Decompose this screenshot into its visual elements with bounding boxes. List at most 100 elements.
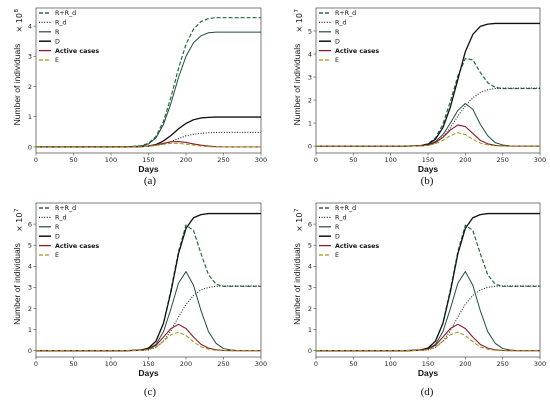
y-tick-label: 0 — [308, 142, 312, 150]
panel-caption: (b) — [421, 175, 434, 187]
legend-label-e: E — [335, 57, 339, 64]
x-axis-label: Days — [138, 164, 159, 174]
x-tick-label: 0 — [34, 360, 38, 368]
legend-label-d: D — [335, 233, 340, 240]
series-line-r — [316, 271, 540, 352]
series-line-r-r-d — [36, 17, 261, 148]
legend-label-r-d: R_d — [55, 20, 67, 27]
x-tick-label: 150 — [142, 360, 154, 368]
series-line-r — [316, 103, 540, 147]
x-tick-label: 300 — [255, 360, 267, 368]
y-tick-label: 2 — [28, 305, 32, 313]
x-tick-label: 100 — [105, 156, 117, 164]
chart-panel-3: 0 50 100 150 200 250 300 0 1 2 3 4 5 6 Days Number of i… — [292, 202, 546, 398]
series-line-active-cases — [36, 323, 261, 352]
series-line-e — [36, 142, 261, 148]
y-tick-label: 2 — [308, 96, 312, 104]
y-scale-exponent: 7 — [294, 208, 300, 212]
chart-panel-0: 0 50 100 150 200 250 300 0 1 2 3 4 Days Number of ind… — [12, 7, 267, 187]
plot-frame — [315, 7, 541, 154]
y-tick-label: 4 — [308, 263, 312, 271]
y-tick-label: 1 — [308, 119, 312, 127]
y-tick-label: 0 — [308, 347, 312, 355]
y-scale-factor: × 107 — [14, 208, 24, 232]
y-axis-label: Number of individuals — [12, 243, 22, 325]
y-scale-factor: × 107 — [294, 9, 304, 33]
y-tick-label: 2 — [28, 83, 32, 91]
x-tick-label: 50 — [349, 156, 357, 164]
plot-frame — [315, 202, 541, 358]
legend-label-r: R — [335, 29, 340, 36]
y-scale-exponent: 7 — [14, 208, 20, 212]
legend-label-r: R — [55, 224, 60, 231]
y-tick-label: 5 — [28, 241, 32, 249]
y-tick-label: 3 — [28, 53, 32, 61]
series-line-r-d — [316, 285, 540, 352]
x-tick-label: 50 — [69, 156, 77, 164]
y-scale-text: × 10 — [295, 213, 304, 232]
legend-label-r-d: R_d — [335, 215, 347, 222]
legend: R+R_d R_d RD Active cases E — [39, 10, 99, 64]
y-tick-label: 4 — [28, 22, 32, 30]
series-line-e — [36, 331, 261, 352]
legend-label-r-r-d: R+R_d — [55, 10, 76, 17]
y-scale-factor: × 107 — [294, 208, 304, 232]
legend-label-e: E — [335, 252, 339, 259]
x-tick-label: 300 — [534, 360, 546, 368]
legend-label-e: E — [55, 57, 59, 64]
series-line-e — [316, 132, 540, 147]
x-tick-label: 150 — [422, 156, 434, 164]
legend-label-active-cases: Active cases — [335, 48, 379, 55]
y-scale-factor: × 108 — [14, 9, 24, 33]
x-tick-label: 150 — [142, 156, 154, 164]
y-tick-label: 0 — [28, 143, 32, 151]
legend-label-active-cases: Active cases — [55, 48, 99, 55]
y-tick-label: 5 — [308, 241, 312, 249]
y-tick-label: 2 — [308, 305, 312, 313]
legend-label-r-r-d: R+R_d — [55, 205, 76, 212]
x-tick-label: 300 — [255, 156, 267, 164]
x-tick-label: 200 — [459, 156, 471, 164]
x-tick-label: 0 — [34, 156, 38, 164]
x-axis-label: Days — [418, 368, 439, 378]
x-tick-label: 100 — [384, 156, 396, 164]
legend-label-r-d: R_d — [55, 215, 67, 222]
panel-caption: (d) — [421, 386, 434, 398]
legend-label-r-d: R_d — [335, 20, 347, 27]
y-axis-label: Number of individuals — [12, 44, 22, 126]
y-tick-label: 1 — [28, 113, 32, 121]
x-tick-label: 100 — [384, 360, 396, 368]
x-tick-label: 150 — [422, 360, 434, 368]
legend-label-d: D — [55, 233, 60, 240]
x-tick-label: 0 — [314, 156, 318, 164]
x-tick-label: 50 — [69, 360, 77, 368]
series-line-r-d — [316, 87, 540, 147]
series-line-d — [316, 22, 540, 147]
legend-label-r-r-d: R+R_d — [335, 10, 356, 17]
plot-frame — [35, 7, 262, 154]
x-tick-label: 0 — [314, 360, 318, 368]
x-tick-label: 250 — [217, 360, 229, 368]
y-axis-label: Number of individuals — [292, 44, 302, 126]
x-axis-label: Days — [138, 368, 159, 378]
x-tick-label: 200 — [180, 360, 192, 368]
y-scale-exponent: 8 — [14, 9, 20, 13]
legend-label-r: R — [335, 224, 340, 231]
legend-label-d: D — [55, 38, 60, 45]
series-line-d — [316, 212, 540, 352]
series-line-r-r-d — [316, 58, 540, 147]
x-tick-label: 200 — [459, 360, 471, 368]
x-tick-label: 250 — [217, 156, 229, 164]
y-tick-label: 4 — [308, 50, 312, 58]
series-line-active-cases — [316, 323, 540, 352]
series-line-r-d — [36, 131, 261, 148]
panel-caption: (a) — [144, 175, 157, 187]
legend-label-r: R — [55, 29, 60, 36]
y-tick-label: 1 — [28, 326, 32, 334]
y-tick-label: 6 — [308, 220, 312, 228]
legend: R+R_d R_d RD Active cases E — [319, 205, 379, 259]
legend-label-active-cases: Active cases — [335, 243, 379, 250]
series-line-r-d — [36, 285, 261, 352]
y-tick-label: 1 — [308, 326, 312, 334]
